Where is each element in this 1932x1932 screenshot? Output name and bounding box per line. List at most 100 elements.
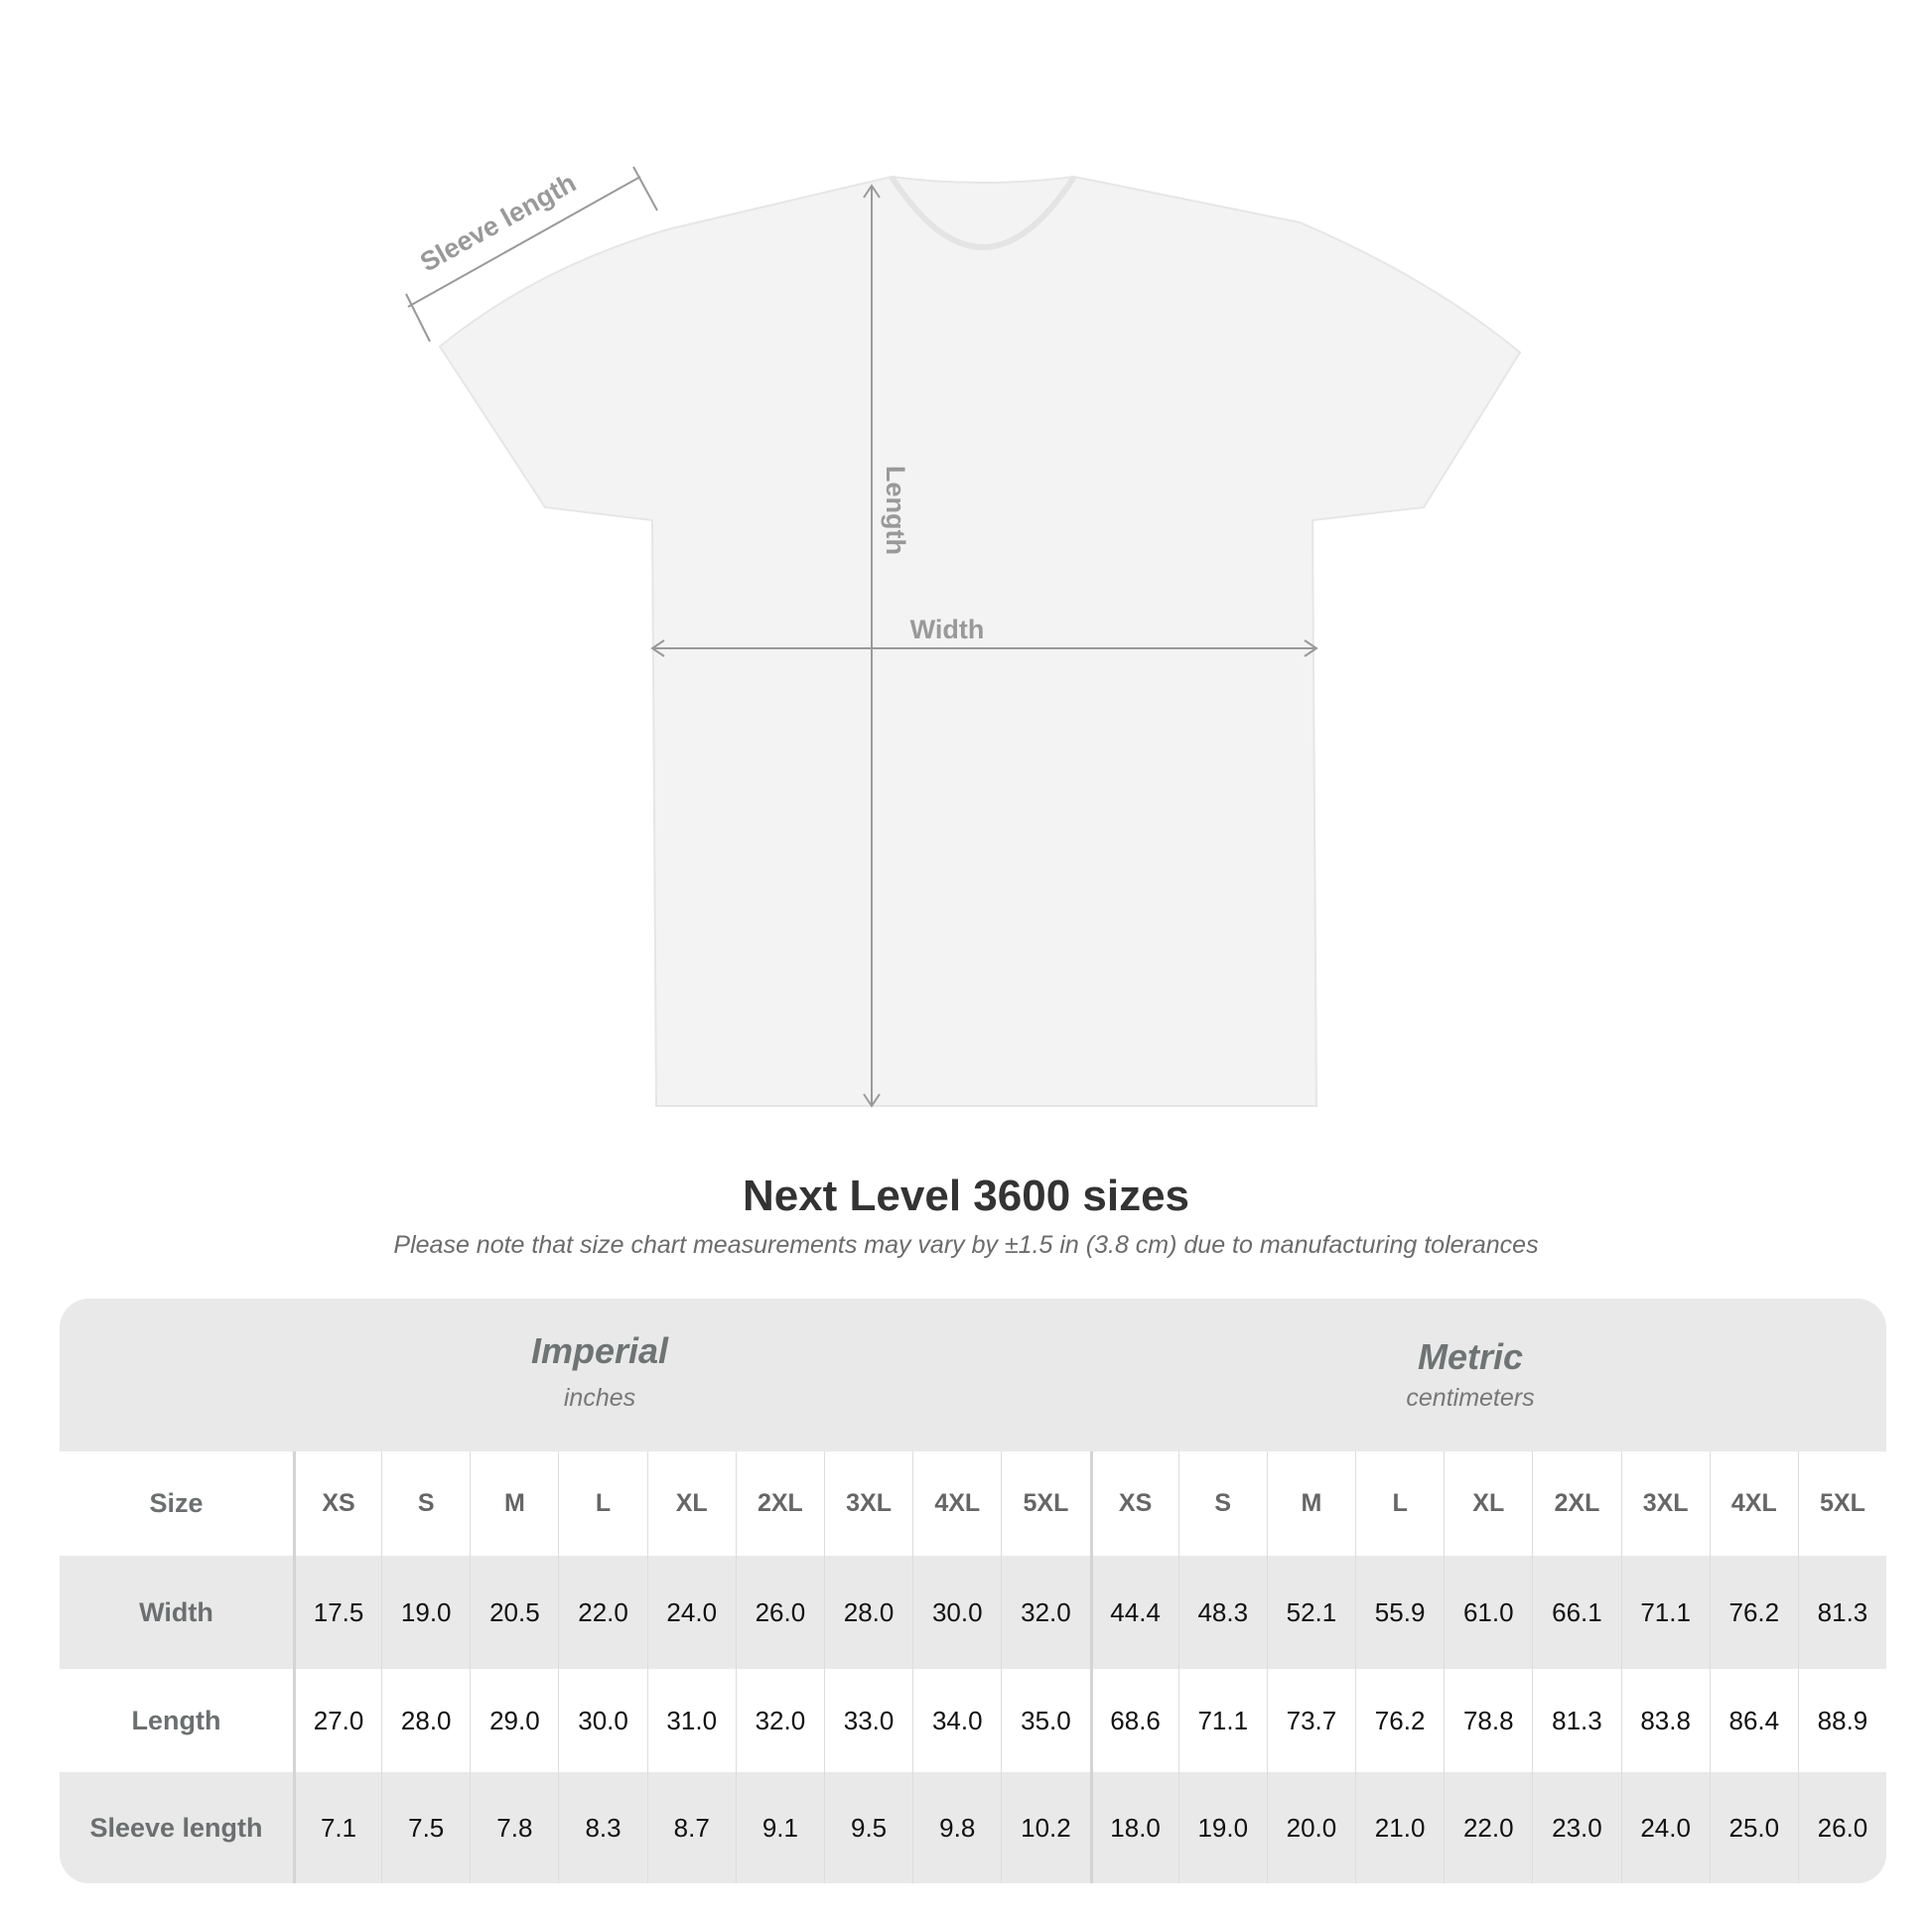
imperial-value-cell: 9.5 [823,1772,912,1883]
imperial-value-cell: 20.5 [470,1556,558,1669]
metric-value-cell: 76.2 [1355,1669,1444,1772]
metric-size-4xl: 4XL [1709,1451,1798,1556]
size-header-row: Size XS S M L XL 2XL 3XL 4XL 5XL XS S M L XL 2XL 3XL 4XL 5… [60,1451,1886,1556]
imperial-value-cell: 8.3 [558,1772,646,1883]
length-arrow-top [863,184,881,199]
sleeve-tick-left [405,293,431,343]
table-row: Sleeve length 7.1 7.5 7.8 8.3 8.7 9.1 9.5 9.8 10.… [60,1772,1886,1883]
metric-size-m: M [1266,1451,1355,1556]
metric-header: Metric centimeters [1123,1336,1818,1413]
metric-size-l: L [1355,1451,1444,1556]
metric-value-cell: 88.9 [1797,1669,1886,1772]
imperial-value-cell: 10.2 [1001,1772,1089,1883]
imperial-value-cell: 7.5 [381,1772,470,1883]
tshirt-collar [889,175,1077,250]
imperial-value-cell: 26.0 [735,1556,824,1669]
metric-value-cell: 86.4 [1709,1669,1798,1772]
row-label: Length [131,1705,221,1735]
imperial-size-m: M [470,1451,558,1556]
imperial-value-cell: 7.8 [470,1772,558,1883]
imperial-value-cell: 24.0 [646,1556,736,1669]
width-arrow-left [650,639,665,657]
imperial-size-2xl: 2XL [735,1451,824,1556]
imperial-size-3xl: 3XL [823,1451,912,1556]
table-header-band: Imperial inches Metric centimeters [60,1299,1886,1451]
row-label: Size [149,1488,204,1518]
imperial-unit: inches [563,1384,636,1412]
metric-value-cell: 19.0 [1177,1772,1267,1883]
metric-size-xl: XL [1444,1451,1532,1556]
width-arrow-right [1304,639,1318,657]
imperial-value-cell: 30.0 [912,1556,1001,1669]
sleeve-line [407,176,641,308]
row-label: Sleeve length [89,1812,263,1843]
metric-value-cell: 44.4 [1089,1556,1178,1669]
width-label: Width [910,615,985,644]
row-label: Width [139,1596,213,1627]
metric-value-cell: 48.3 [1177,1556,1267,1669]
imperial-value-cell: 32.0 [1001,1556,1089,1669]
tshirt-shape [438,175,1522,1107]
imperial-value-cell: 32.0 [735,1669,824,1772]
imperial-value-cell: 35.0 [1001,1669,1089,1772]
metric-value-cell: 78.8 [1444,1669,1532,1772]
imperial-value-cell: 9.8 [912,1772,1001,1883]
imperial-value-cell: 29.0 [470,1669,558,1772]
imperial-value-cell: 17.5 [292,1556,381,1669]
metric-value-cell: 18.0 [1089,1772,1178,1883]
metric-value-cell: 71.1 [1620,1556,1710,1669]
metric-value-cell: 22.0 [1444,1772,1532,1883]
imperial-value-cell: 28.0 [823,1556,912,1669]
imperial-value-cell: 19.0 [381,1556,470,1669]
imperial-value-cell: 27.0 [292,1669,381,1772]
metric-value-cell: 24.0 [1620,1772,1710,1883]
imperial-value-cell: 34.0 [912,1669,1001,1772]
sleeve-length-label: Sleeve length [415,168,581,278]
metric-title: Metric [1417,1336,1524,1377]
size-table: Imperial inches Metric centimeters Size X… [60,1299,1886,1883]
metric-value-cell: 61.0 [1444,1556,1532,1669]
metric-value-cell: 20.0 [1266,1772,1355,1883]
imperial-size-l: L [558,1451,646,1556]
metric-value-cell: 71.1 [1177,1669,1267,1772]
imperial-value-cell: 7.1 [292,1772,381,1883]
imperial-size-xl: XL [646,1451,736,1556]
imperial-size-xs: XS [292,1451,381,1556]
metric-value-cell: 52.1 [1266,1556,1355,1669]
metric-value-cell: 21.0 [1355,1772,1444,1883]
tshirt-diagram: Width Length Sleeve length [405,166,1522,1108]
tolerance-note: Please note that size chart measurements… [393,1231,1539,1259]
metric-size-xs: XS [1089,1451,1178,1556]
imperial-value-cell: 33.0 [823,1669,912,1772]
imperial-title: Imperial [530,1330,669,1371]
metric-value-cell: 83.8 [1620,1669,1710,1772]
metric-value-cell: 68.6 [1089,1669,1178,1772]
metric-value-cell: 81.3 [1797,1556,1886,1669]
table-row: Length 27.0 28.0 29.0 30.0 31.0 32.0 33.0 34.0 35… [60,1669,1886,1772]
imperial-value-cell: 30.0 [558,1669,646,1772]
imperial-size-4xl: 4XL [912,1451,1001,1556]
imperial-value-cell: 22.0 [558,1556,646,1669]
metric-value-cell: 76.2 [1709,1556,1798,1669]
sleeve-tick-right [632,166,658,211]
table-row: Width 17.5 19.0 20.5 22.0 24.0 26.0 28.0 30.0 32.… [60,1556,1886,1669]
metric-unit: centimeters [1406,1384,1535,1412]
imperial-size-5xl: 5XL [1001,1451,1089,1556]
metric-value-cell: 66.1 [1532,1556,1620,1669]
imperial-value-cell: 8.7 [646,1772,736,1883]
metric-value-cell: 55.9 [1355,1556,1444,1669]
metric-size-s: S [1177,1451,1267,1556]
imperial-value-cell: 31.0 [646,1669,736,1772]
length-arrow-bottom [863,1093,881,1108]
metric-value-cell: 23.0 [1532,1772,1620,1883]
imperial-value-cell: 28.0 [381,1669,470,1772]
imperial-header: Imperial inches [252,1330,947,1413]
metric-value-cell: 81.3 [1532,1669,1620,1772]
metric-size-3xl: 3XL [1620,1451,1710,1556]
metric-value-cell: 26.0 [1797,1772,1886,1883]
imperial-value-cell: 9.1 [735,1772,824,1883]
metric-size-5xl: 5XL [1797,1451,1886,1556]
metric-size-2xl: 2XL [1532,1451,1620,1556]
metric-value-cell: 73.7 [1266,1669,1355,1772]
imperial-size-s: S [381,1451,470,1556]
